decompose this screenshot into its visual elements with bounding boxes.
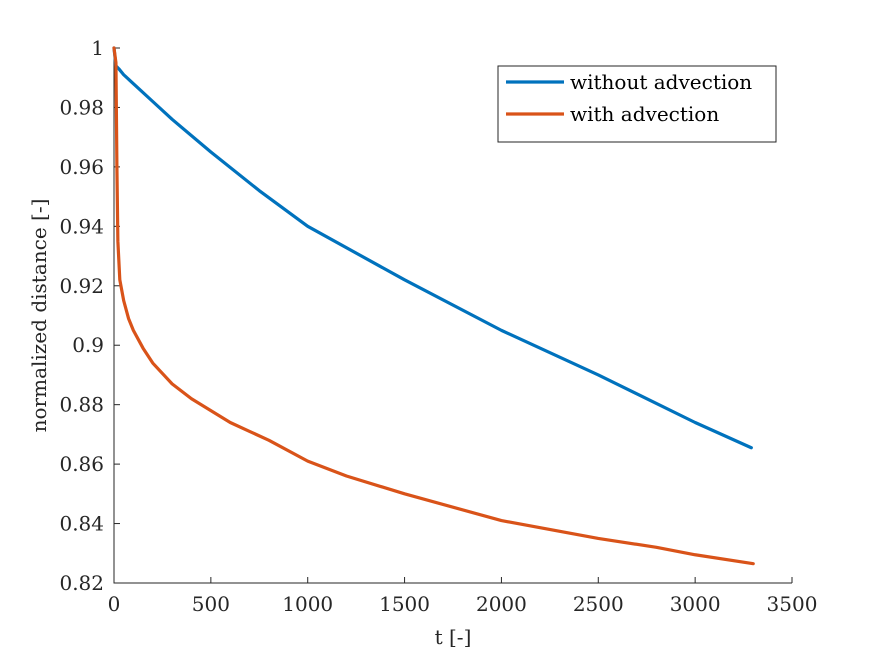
legend: without advection with advection xyxy=(497,65,777,143)
legend-label: without advection xyxy=(570,70,752,94)
y-tick-label: 0.88 xyxy=(59,393,104,417)
y-tick-label: 0.98 xyxy=(59,95,104,119)
y-axis-label: normalized distance [-] xyxy=(27,199,51,433)
legend-box xyxy=(497,65,777,143)
series-line-1 xyxy=(112,46,753,450)
y-tick-label: 0.82 xyxy=(59,571,104,595)
y-tick-label: 1 xyxy=(91,36,104,60)
x-tick-label: 3000 xyxy=(670,592,721,616)
y-tick-label: 0.86 xyxy=(59,452,104,476)
x-axis-label: t [-] xyxy=(435,625,472,649)
plot-area: 0 500 1000 1500 2000 2500 3000 3500 0.82 0.84 0.86… xyxy=(59,36,817,616)
x-tick-label: 1000 xyxy=(282,592,333,616)
axis-ticks: 0 500 1000 1500 2000 2500 3000 3500 0.82 0.84 0.86… xyxy=(59,36,817,616)
y-tick-label: 0.84 xyxy=(59,512,104,536)
series-lines xyxy=(112,46,755,566)
y-tick-label: 0.92 xyxy=(59,274,104,298)
y-tick-label: 0.9 xyxy=(72,333,104,357)
x-tick-label: 0 xyxy=(108,592,121,616)
x-tick-label: 3500 xyxy=(767,592,818,616)
y-tick-label: 0.96 xyxy=(59,155,104,179)
series-line-2 xyxy=(112,46,755,566)
x-tick-label: 2500 xyxy=(573,592,624,616)
x-tick-label: 2000 xyxy=(476,592,527,616)
legend-label: with advection xyxy=(570,102,719,126)
y-tick-label: 0.94 xyxy=(59,214,104,238)
x-tick-label: 1500 xyxy=(379,592,430,616)
x-tick-label: 500 xyxy=(192,592,230,616)
